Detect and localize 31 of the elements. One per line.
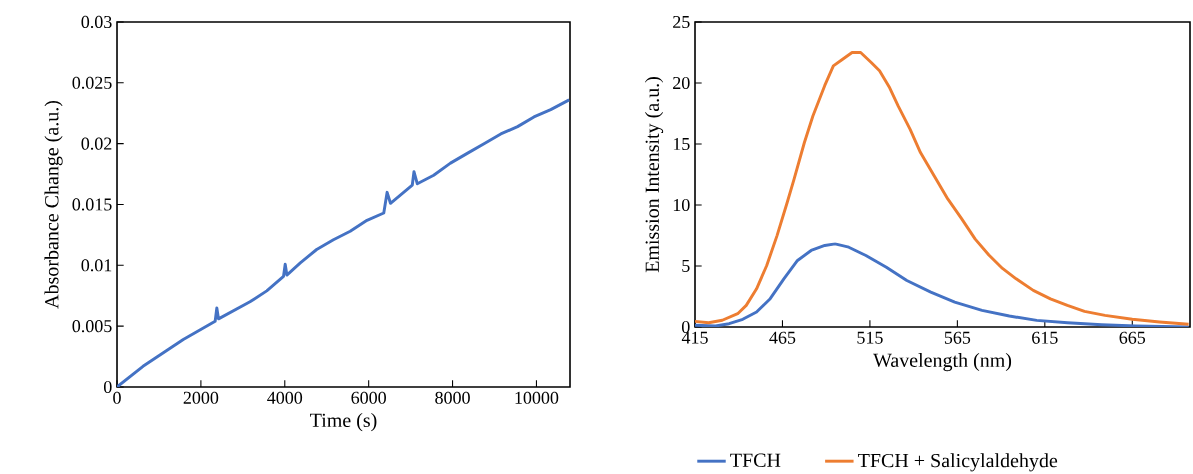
y-tick-label: 15 [673, 137, 690, 150]
y-tick-label: 0.025 [72, 76, 112, 89]
y-tick-label: 0.02 [81, 137, 112, 150]
y-axis-title: Absorbance Change (a.u.) [44, 100, 63, 309]
x-axis-title: Wavelength (nm) [873, 352, 1012, 371]
y-tick-label: 0.03 [81, 15, 112, 28]
y-tick-label: 25 [673, 15, 690, 28]
y-tick-label: 0 [103, 380, 112, 393]
x-tick-label: 415 [681, 331, 708, 344]
x-tick-label: 6000 [351, 391, 386, 404]
x-tick-label: 465 [769, 331, 796, 344]
y-tick-label: 0 [681, 320, 690, 333]
y-tick-label: 10 [673, 198, 690, 211]
x-tick-label: 615 [1032, 331, 1058, 344]
x-tick-label: 10000 [515, 391, 559, 404]
x-tick-label: 565 [944, 331, 971, 344]
x-tick-label: 8000 [435, 391, 470, 404]
x-tick-label: 0 [113, 391, 121, 404]
y-tick-label: 0.015 [72, 198, 112, 211]
x-tick-label: 4000 [267, 391, 303, 404]
y-tick-label: 5 [682, 259, 690, 272]
y-axis-title: Emission Intensity (a.u.) [644, 76, 664, 273]
y-tick-label: 0.005 [72, 319, 112, 333]
legend-label: TFCH [730, 453, 781, 467]
y-tick-label: 0.01 [81, 258, 112, 272]
x-tick-label: 665 [1119, 331, 1146, 344]
x-axis-title: Time (s) [310, 412, 377, 431]
x-tick-label: 2000 [183, 391, 219, 404]
x-tick-label: 515 [857, 331, 883, 344]
legend-label: TFCH + Salicylaldehyde [858, 453, 1058, 472]
y-tick-label: 20 [673, 76, 690, 89]
